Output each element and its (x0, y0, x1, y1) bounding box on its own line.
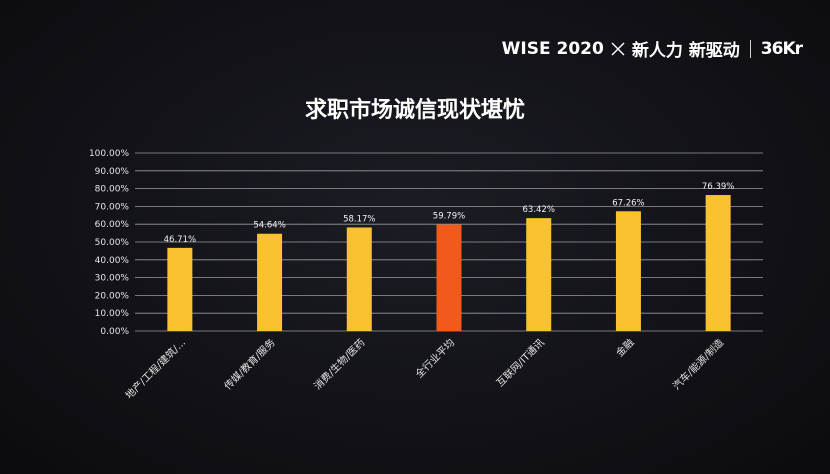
y-tick-label: 60.00% (95, 220, 130, 230)
data-label: 46.71% (164, 235, 196, 245)
y-tick-label: 90.00% (95, 167, 130, 177)
data-label: 63.42% (523, 205, 555, 215)
x-category-label: 消费/生物/医药 (311, 336, 367, 392)
brand-logo: 36Kr (760, 38, 803, 59)
brand-event: WISE 2020 (501, 38, 604, 59)
y-tick-label: 10.00% (95, 309, 130, 319)
bar (257, 233, 283, 331)
x-category-label: 传媒/教育/服务 (221, 336, 277, 392)
x-category-label: 互联网/IT通讯 (494, 337, 547, 390)
bar (615, 211, 641, 331)
x-category-label: 金融 (613, 336, 636, 359)
bar (436, 224, 462, 331)
bar (167, 247, 193, 331)
data-label: 67.26% (612, 198, 644, 208)
x-category-label: 地产/工程/建筑/... (122, 336, 188, 402)
brand-logo-main: 36 (760, 38, 784, 59)
brand-header: WISE 2020 新人力 新驱动 36Kr (501, 36, 803, 62)
data-label: 59.79% (433, 212, 465, 222)
data-label: 58.17% (343, 214, 375, 224)
y-tick-label: 30.00% (95, 274, 130, 284)
y-tick-label: 50.00% (95, 238, 130, 248)
chart-title: 求职市场诚信现状堪忧 (304, 98, 525, 123)
y-tick-label: 80.00% (95, 185, 130, 195)
data-label: 76.39% (702, 182, 734, 192)
y-tick-label: 40.00% (95, 256, 130, 266)
x-category-label: 全行业平均 (413, 336, 458, 381)
bar (526, 218, 552, 331)
close-x-icon (610, 41, 626, 57)
brand-logo-suffix: Kr (782, 38, 803, 59)
y-tick-label: 0.00% (100, 327, 129, 337)
x-category-label: 汽车/能源/制造 (670, 336, 726, 392)
brand-slogan: 新人力 新驱动 (631, 41, 740, 61)
y-tick-label: 20.00% (95, 291, 130, 301)
bar (705, 195, 731, 331)
data-label: 54.64% (253, 221, 285, 231)
y-tick-label: 100.00% (89, 149, 129, 159)
y-tick-label: 70.00% (95, 202, 130, 212)
brand-divider (749, 39, 751, 58)
bar (346, 227, 372, 331)
